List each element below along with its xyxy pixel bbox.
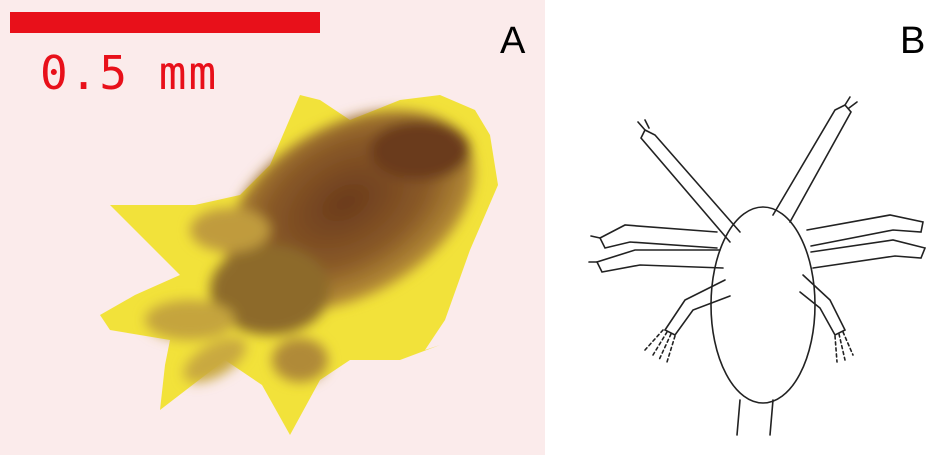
mite-photo [100,95,498,435]
drawing-panel-b: B [545,0,932,455]
panel-label-a: A [500,20,526,62]
scale-bar [10,12,320,33]
mite-body [710,206,816,404]
mite-drawing [588,96,927,436]
photo-panel-a: 0.5 mm A [0,0,545,455]
panel-label-b: B [900,20,926,62]
scale-bar-label: 0.5 mm [40,46,219,100]
